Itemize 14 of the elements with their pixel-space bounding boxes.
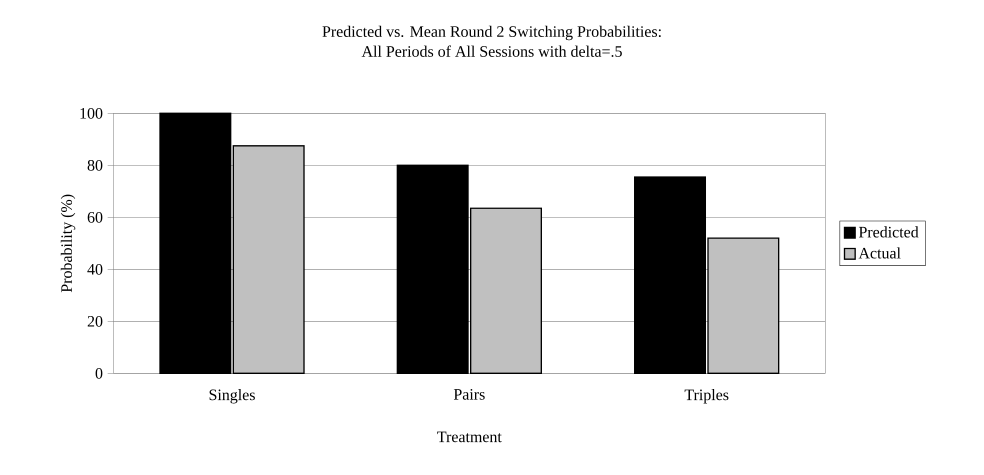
legend-label: Predicted	[858, 226, 918, 238]
y-tick-label: 80	[88, 160, 102, 171]
y-tick-label: 40	[87, 264, 102, 275]
y-axis-title: Probability (%)	[60, 194, 76, 292]
x-tick-label: Pairs	[454, 389, 485, 400]
y-tick-label: 100	[80, 108, 102, 119]
y-tick-label: 0	[96, 368, 102, 379]
x-tick-label: Triples	[684, 389, 728, 404]
x-tick-label: Singles	[210, 389, 255, 404]
y-tick-label: 60	[88, 212, 102, 223]
x-axis-title: Treatment	[437, 432, 502, 442]
legend-label: Actual	[858, 247, 901, 259]
y-tick-label: 20	[88, 316, 102, 327]
chart-title: Predicted vs. Mean Round 2 Switching Probabilities: All Periods of All Sessions with delta=.5	[322, 26, 661, 58]
